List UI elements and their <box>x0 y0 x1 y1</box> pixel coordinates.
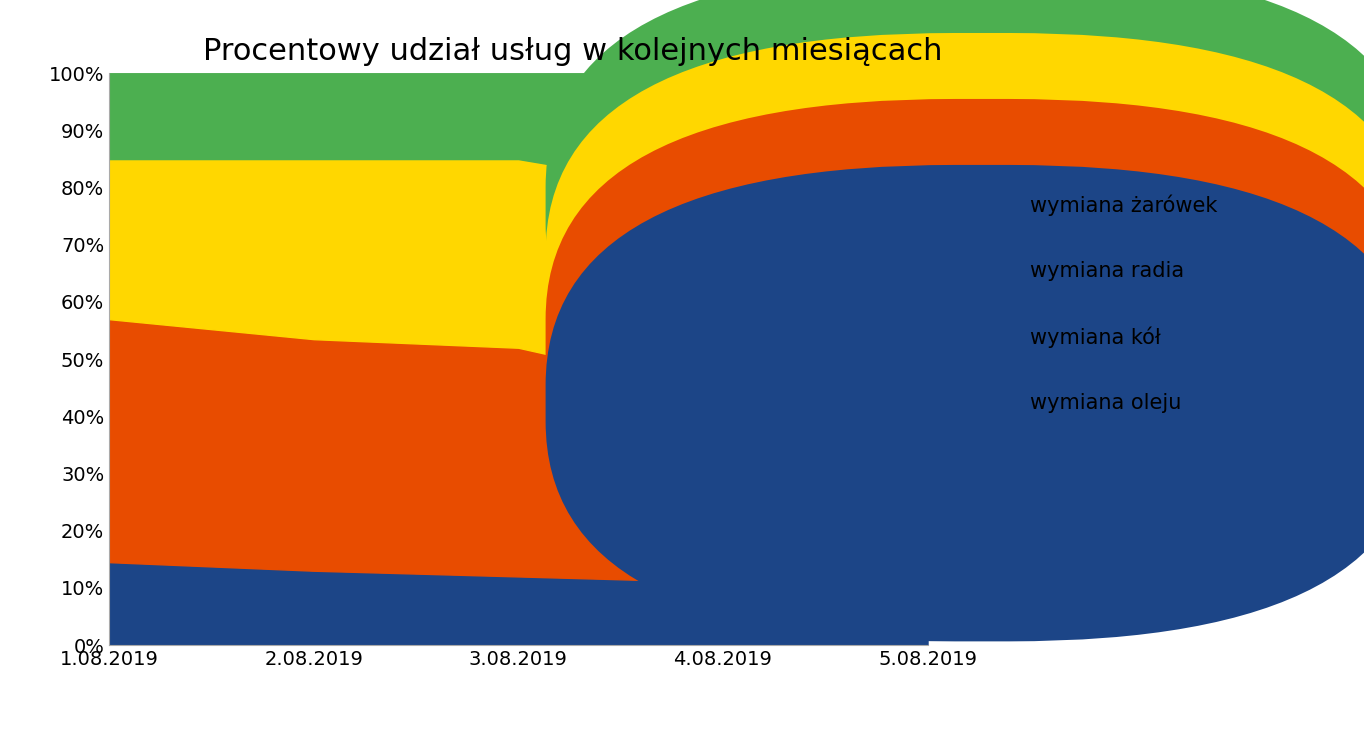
Text: wymiana oleju: wymiana oleju <box>1030 393 1181 413</box>
Text: wymiana radia: wymiana radia <box>1030 261 1184 281</box>
Text: wymiana kół: wymiana kół <box>1030 326 1161 348</box>
Text: Procentowy udział usług w kolejnych miesiącach: Procentowy udział usług w kolejnych mies… <box>203 37 943 66</box>
Text: wymiana żarówek: wymiana żarówek <box>1030 194 1217 216</box>
